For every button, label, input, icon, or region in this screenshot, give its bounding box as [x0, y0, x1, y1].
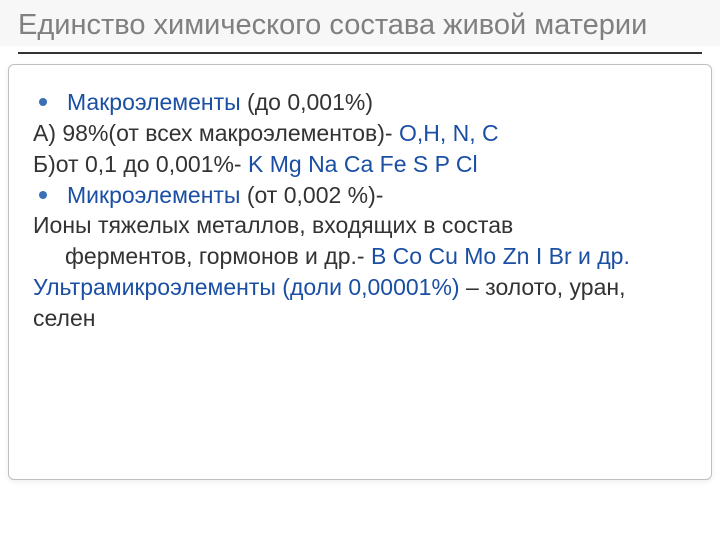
text-plain: (до 0,001%): [241, 89, 373, 115]
list-item: Ультрамикроэлементы (доли 0,00001%) – зо…: [33, 272, 687, 334]
text-accent: Микроэлементы: [67, 182, 240, 208]
text-accent: Макроэлементы: [67, 89, 241, 115]
bullet-icon: [39, 191, 47, 199]
text-plain: (от 0,002 %)-: [240, 182, 383, 208]
list-item-text: Макроэлементы (до 0,001%): [67, 87, 373, 118]
content-frame: Макроэлементы (до 0,001%) А) 98%(от всех…: [8, 64, 712, 480]
slide-title: Единство химического состава живой матер…: [18, 8, 702, 42]
list-item: Микроэлементы (от 0,002 %)-: [39, 180, 687, 211]
list-item-text: Микроэлементы (от 0,002 %)-: [67, 180, 383, 211]
text-accent: B Co Cu Mo Zn I Br и др.: [371, 243, 630, 269]
content-body: Макроэлементы (до 0,001%) А) 98%(от всех…: [33, 87, 687, 334]
text-plain: Ионы тяжелых металлов, входящих в состав: [33, 212, 513, 238]
text-accent: Ультрамикроэлементы (доли 0,00001%): [33, 274, 466, 300]
slide: Единство химического состава живой матер…: [0, 0, 720, 540]
list-item: Ионы тяжелых металлов, входящих в состав: [33, 210, 687, 241]
text-plain: Б)от 0,1 до 0,001%-: [33, 151, 248, 177]
list-item: Б)от 0,1 до 0,001%- K Mg Na Ca Fe S P Cl: [33, 149, 687, 180]
bullet-icon: [39, 98, 47, 106]
title-underline: [18, 52, 702, 54]
text-accent: K Mg Na Ca Fe S P Cl: [248, 151, 478, 177]
list-item: Макроэлементы (до 0,001%): [39, 87, 687, 118]
text-plain: А) 98%(от всех макроэлементов)-: [33, 120, 399, 146]
list-item: А) 98%(от всех макроэлементов)- О,Н, N, …: [33, 118, 687, 149]
list-item-cont: ферментов, гормонов и др.- B Co Cu Mo Zn…: [65, 241, 687, 272]
text-plain: ферментов, гормонов и др.-: [65, 243, 371, 269]
text-accent: О,Н, N, С: [399, 120, 499, 146]
title-area: Единство химического состава живой матер…: [0, 0, 720, 46]
